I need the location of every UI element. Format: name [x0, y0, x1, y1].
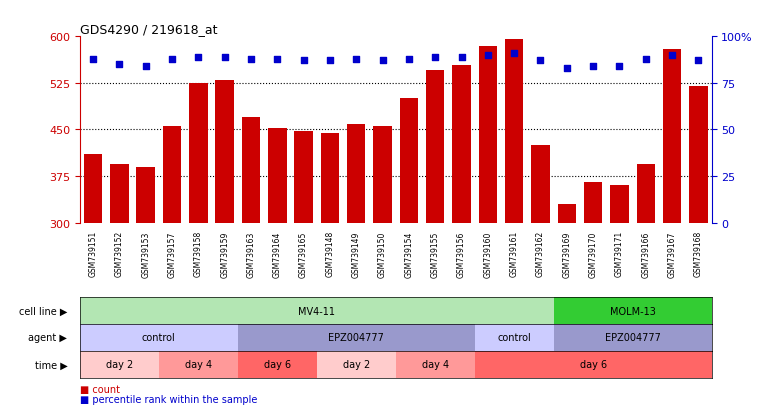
Point [482, 52, 494, 59]
Bar [554, 297, 712, 324]
Bar [505, 40, 524, 223]
Bar [554, 324, 712, 351]
Bar [237, 324, 475, 351]
Text: day 4: day 4 [422, 359, 449, 370]
Point [613, 64, 626, 70]
Bar [400, 99, 418, 223]
Bar [347, 125, 365, 223]
Bar [110, 164, 129, 223]
Text: cell line ▶: cell line ▶ [19, 306, 67, 316]
Bar [320, 133, 339, 223]
Point [693, 58, 705, 65]
Bar [558, 204, 576, 223]
Bar [317, 351, 396, 378]
Point [666, 52, 678, 59]
Point [298, 58, 310, 65]
Text: day 6: day 6 [264, 359, 291, 370]
Point [113, 62, 126, 69]
Point [534, 58, 546, 65]
Point [245, 56, 257, 63]
Bar [136, 167, 155, 223]
Point [429, 55, 441, 61]
Bar [689, 87, 708, 223]
Bar [215, 81, 234, 223]
Point [139, 64, 151, 70]
Bar [189, 84, 208, 223]
Text: MOLM-13: MOLM-13 [610, 306, 655, 316]
Text: day 2: day 2 [106, 359, 133, 370]
Text: EPZ004777: EPZ004777 [605, 332, 661, 343]
Bar [663, 50, 681, 223]
Text: MV4-11: MV4-11 [298, 306, 336, 316]
Text: control: control [142, 332, 176, 343]
Point [455, 55, 467, 61]
Point [587, 64, 599, 70]
Bar [610, 186, 629, 223]
Text: day 6: day 6 [580, 359, 607, 370]
Bar [80, 324, 238, 351]
Bar [475, 351, 712, 378]
Point [508, 51, 521, 57]
Bar [531, 146, 549, 223]
Point [87, 56, 99, 63]
Bar [479, 47, 497, 223]
Bar [159, 351, 237, 378]
Text: ■ percentile rank within the sample: ■ percentile rank within the sample [80, 394, 257, 404]
Bar [163, 127, 181, 223]
Bar [295, 132, 313, 223]
Text: agent ▶: agent ▶ [28, 332, 67, 343]
Text: day 2: day 2 [342, 359, 370, 370]
Point [640, 56, 652, 63]
Point [193, 55, 205, 61]
Text: EPZ004777: EPZ004777 [328, 332, 384, 343]
Point [403, 56, 415, 63]
Text: time ▶: time ▶ [34, 359, 67, 370]
Point [324, 58, 336, 65]
Point [377, 58, 389, 65]
Text: ■ count: ■ count [80, 384, 120, 394]
Bar [84, 155, 102, 223]
Bar [268, 128, 286, 223]
Point [350, 56, 362, 63]
Text: day 4: day 4 [185, 359, 212, 370]
Bar [396, 351, 475, 378]
Point [271, 56, 283, 63]
Bar [80, 297, 554, 324]
Bar [237, 351, 317, 378]
Bar [452, 66, 471, 223]
Point [561, 66, 573, 72]
Text: GDS4290 / 219618_at: GDS4290 / 219618_at [80, 23, 218, 36]
Bar [426, 71, 444, 223]
Bar [475, 324, 554, 351]
Bar [584, 183, 602, 223]
Bar [374, 127, 392, 223]
Point [218, 55, 231, 61]
Text: control: control [497, 332, 531, 343]
Bar [242, 118, 260, 223]
Bar [80, 351, 159, 378]
Point [166, 56, 178, 63]
Bar [636, 164, 655, 223]
